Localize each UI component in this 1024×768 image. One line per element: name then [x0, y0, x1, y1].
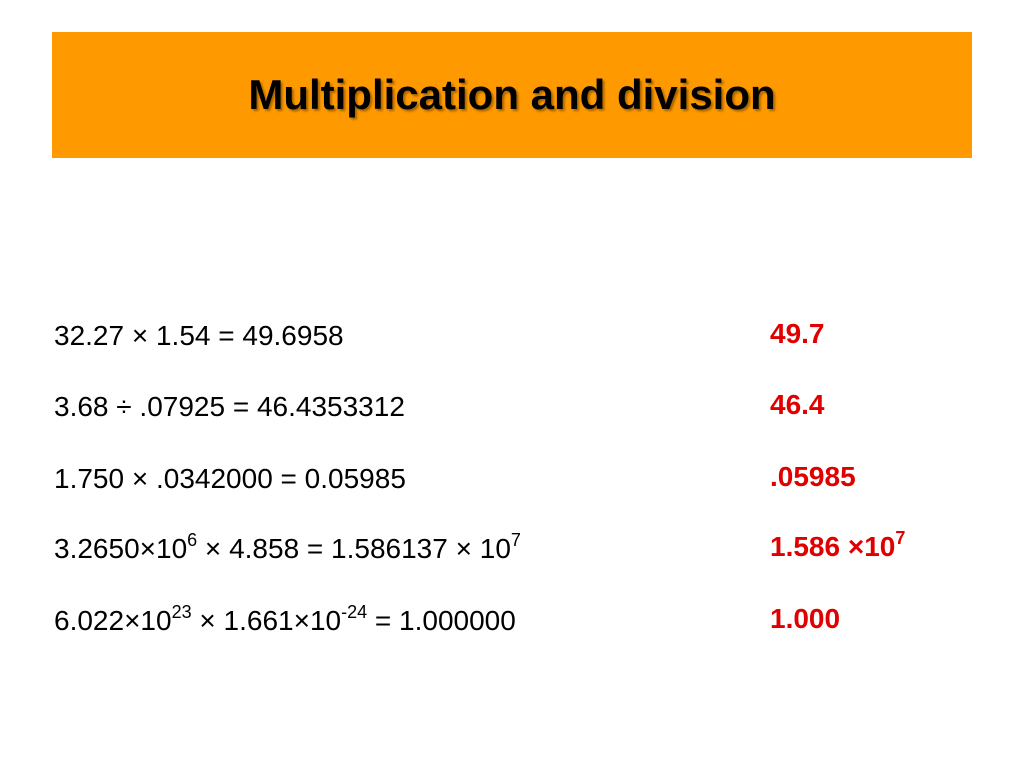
answer: 1.586 ×107 — [770, 528, 906, 563]
answer: .05985 — [770, 461, 856, 493]
text-segment: 3.2650×10 — [54, 533, 188, 564]
answer: 1.000 — [770, 603, 840, 635]
text-segment: 49.7 — [770, 318, 825, 349]
text-segment: = 1.000000 — [367, 605, 516, 636]
expression: 3.2650×106 × 4.858 = 1.586137 × 107 — [54, 530, 521, 565]
text-segment: × 4.858 = 1.586137 × 10 — [197, 533, 511, 564]
answer: 46.4 — [770, 389, 825, 421]
superscript: 23 — [171, 602, 192, 622]
text-segment: 46.4 — [770, 389, 825, 420]
text-segment: 1.586 ×10 — [770, 531, 896, 562]
answer: 49.7 — [770, 318, 825, 350]
title-banner: Multiplication and division — [52, 32, 972, 158]
slide-title: Multiplication and division — [248, 71, 776, 118]
text-segment: 1.000 — [770, 603, 841, 634]
superscript: -24 — [341, 602, 368, 622]
superscript: 6 — [187, 530, 198, 550]
expression: 1.750 × .0342000 = 0.05985 — [54, 463, 406, 495]
text-segment: .05985 — [770, 461, 856, 492]
expression: 32.27 × 1.54 = 49.6958 — [54, 320, 344, 352]
text-segment: 32.27 × 1.54 = 49.6958 — [54, 320, 344, 351]
text-segment: 3.68 ÷ .07925 = 46.4353312 — [54, 391, 405, 422]
superscript: 7 — [510, 530, 521, 550]
text-segment: × 1.661×10 — [191, 605, 342, 636]
text-segment: 6.022×10 — [54, 605, 172, 636]
superscript: 7 — [895, 528, 906, 548]
expression: 3.68 ÷ .07925 = 46.4353312 — [54, 391, 405, 423]
text-segment: 1.750 × .0342000 = 0.05985 — [54, 463, 406, 494]
expression: 6.022×1023 × 1.661×10-24 = 1.000000 — [54, 602, 516, 637]
